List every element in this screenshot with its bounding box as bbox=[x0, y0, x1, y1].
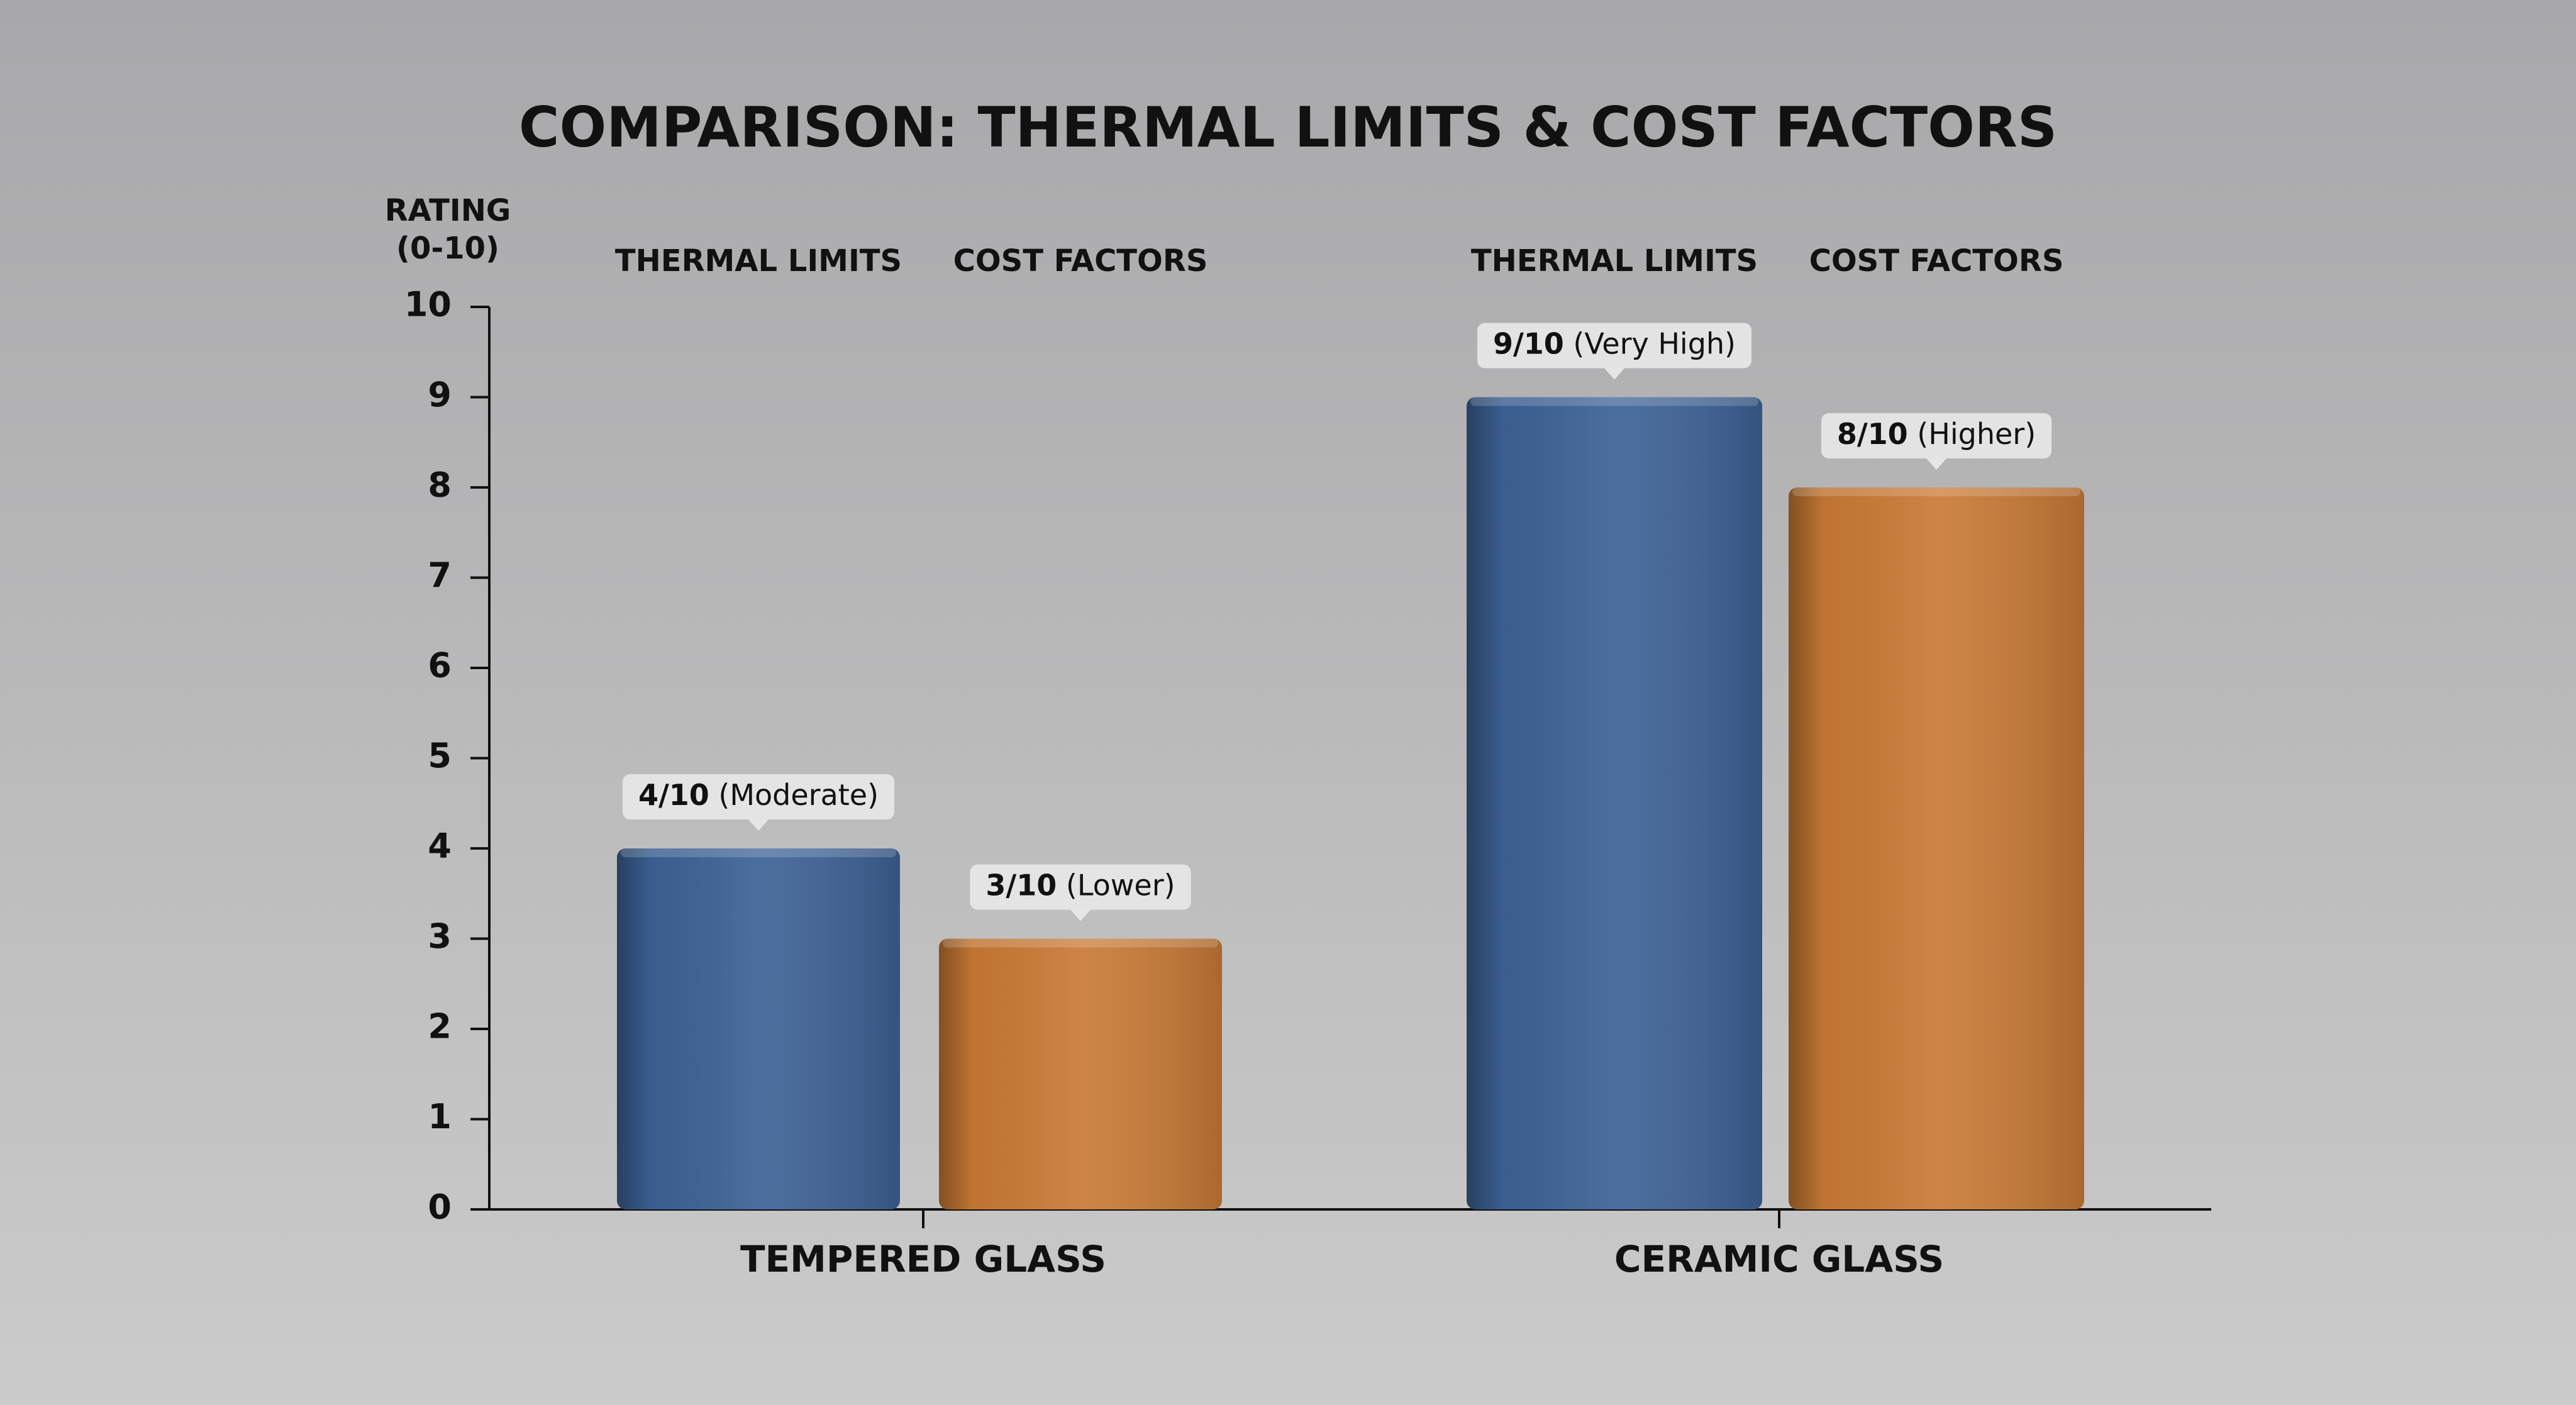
value-label: 9/10 (Very High) bbox=[1493, 326, 1736, 360]
bar-top-edge bbox=[1792, 487, 2080, 496]
series-header: THERMAL LIMITS bbox=[615, 243, 902, 279]
value-label: 3/10 (Lower) bbox=[985, 868, 1175, 902]
series-header: COST FACTORS bbox=[1809, 243, 2064, 279]
y-axis-label: RATING (0-10) bbox=[385, 193, 511, 266]
value-label-box bbox=[1821, 413, 2052, 470]
y-tick-label: 2 bbox=[428, 1007, 452, 1047]
bar-shading bbox=[1467, 397, 1762, 1209]
value-label-box bbox=[622, 774, 895, 831]
callout bbox=[622, 774, 895, 819]
y-tick-label: 6 bbox=[428, 646, 452, 686]
y-tick-label: 9 bbox=[428, 375, 452, 414]
value-label: 8/10 (Higher) bbox=[1837, 417, 2036, 451]
y-tick-label: 7 bbox=[428, 555, 452, 595]
y-tick-label: 0 bbox=[428, 1187, 452, 1227]
series-header: THERMAL LIMITS bbox=[1471, 243, 1758, 279]
y-tick-label: 1 bbox=[428, 1097, 452, 1136]
bar-top-edge bbox=[943, 938, 1218, 948]
y-tick-label: 5 bbox=[428, 736, 452, 775]
series-header: COST FACTORS bbox=[953, 243, 1208, 279]
callout-pointer bbox=[748, 819, 769, 831]
y-tick-label: 8 bbox=[428, 465, 452, 505]
bar-top-edge bbox=[1470, 397, 1758, 406]
chart-title: COMPARISON: THERMAL LIMITS & COST FACTOR… bbox=[519, 95, 2057, 160]
callout bbox=[970, 864, 1191, 910]
value-label-box bbox=[970, 864, 1191, 921]
x-tick-label: CERAMIC GLASS bbox=[1614, 1238, 1944, 1280]
y-tick-label: 10 bbox=[404, 285, 452, 325]
bar-shading bbox=[939, 938, 1222, 1209]
bar-shading bbox=[1789, 487, 2084, 1209]
callout bbox=[1821, 413, 2052, 458]
bar-top-edge bbox=[621, 848, 896, 857]
bar-shading bbox=[617, 848, 900, 1209]
callout-pointer bbox=[1926, 458, 1946, 470]
callout-pointer bbox=[1604, 368, 1624, 380]
y-tick-label: 3 bbox=[428, 916, 452, 956]
value-label: 4/10 (Moderate) bbox=[638, 778, 879, 812]
value-label-box bbox=[1477, 323, 1752, 380]
y-tick-label: 4 bbox=[428, 826, 452, 866]
callout-pointer bbox=[1070, 909, 1091, 921]
callout bbox=[1477, 323, 1752, 369]
x-tick-label: TEMPERED GLASS bbox=[740, 1238, 1106, 1280]
